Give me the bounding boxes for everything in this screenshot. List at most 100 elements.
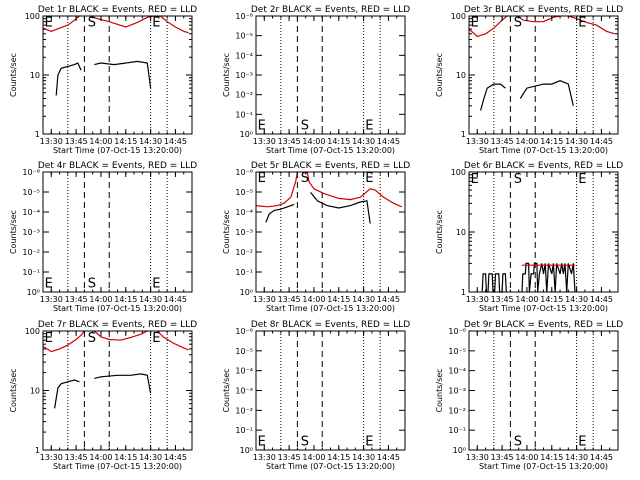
x-axis-label: Start Time (07-Oct-15 13:20:00) (53, 304, 182, 313)
x-axis-label: Start Time (07-Oct-15 13:20:00) (479, 146, 608, 155)
x-tick-label: 13:30 (466, 137, 489, 146)
y-tick-label: 10⁻¹ (22, 268, 40, 277)
x-tick-label: 13:30 (253, 295, 276, 304)
lld-series-line (42, 330, 85, 353)
x-tick-label: 13:30 (466, 453, 489, 462)
x-axis-label: Start Time (07-Oct-15 13:20:00) (479, 304, 608, 313)
y-tick-label: 10⁻⁵ (22, 188, 40, 197)
x-tick-label: 14:45 (164, 137, 187, 146)
x-axis-label: Start Time (07-Oct-15 13:20:00) (53, 146, 182, 155)
x-axis-label: Start Time (07-Oct-15 13:20:00) (479, 462, 608, 471)
y-tick-label: 10 (30, 387, 40, 396)
y-tick-label: 10⁻² (448, 406, 466, 415)
marker-e: E (578, 172, 586, 187)
x-tick-label: 14:30 (565, 453, 588, 462)
y-tick-label: 10⁰ (240, 288, 253, 297)
plot-title: Det 5r BLACK = Events, RED = LLD (251, 161, 410, 171)
y-tick-label: 10⁻³ (235, 71, 253, 80)
lld-series-line (468, 15, 508, 38)
y-tick-label: 10⁻² (235, 91, 253, 100)
x-tick-label: 13:45 (65, 295, 88, 304)
y-tick-label: 10⁻⁶ (235, 327, 253, 336)
y-axis-label: Counts/sec (435, 53, 444, 97)
y-tick-label: 100 (25, 12, 40, 21)
y-tick-label: 1 (461, 130, 466, 139)
x-tick-label: 14:30 (565, 295, 588, 304)
y-tick-label: 10⁻⁴ (235, 367, 253, 376)
marker-s: S (514, 172, 522, 187)
y-tick-label: 10⁻⁴ (448, 367, 466, 376)
x-tick-label: 14:00 (89, 137, 112, 146)
y-axis-label: Counts/sec (222, 53, 231, 97)
x-tick-label: 14:15 (114, 295, 137, 304)
x-tick-label: 13:30 (40, 453, 63, 462)
lld-series-line (516, 15, 561, 23)
x-tick-label: 14:45 (164, 453, 187, 462)
plot-det4r: Det 4r BLACK = Events, RED = LLD E S E 13:30… (9, 161, 197, 313)
plot-title: Det 8r BLACK = Events, RED = LLD (251, 320, 410, 330)
x-tick-label: 13:45 (491, 137, 514, 146)
x-tick-label: 14:45 (164, 295, 187, 304)
events-series-line (480, 83, 506, 111)
y-tick-label: 1 (461, 288, 466, 297)
y-tick-label: 10⁻⁴ (22, 208, 40, 217)
x-tick-label: 14:00 (302, 295, 325, 304)
marker-e: E (258, 434, 266, 449)
x-tick-label: 14:30 (139, 137, 162, 146)
y-tick-label: 100 (451, 168, 466, 177)
marker-s: S (514, 434, 522, 449)
y-axis-label: Counts/sec (435, 368, 444, 412)
marker-e: E (152, 276, 160, 291)
x-tick-label: 13:45 (65, 137, 88, 146)
x-tick-label: 13:45 (278, 453, 301, 462)
lld-series-line (306, 171, 402, 208)
plot-det2r: Det 2r BLACK = Events, RED = LLD E S E 13:30… (222, 5, 410, 155)
y-tick-label: 10⁻¹ (235, 268, 253, 277)
y-axis-label: Counts/sec (222, 210, 231, 254)
marker-e: E (45, 331, 53, 346)
events-series-line (519, 80, 574, 106)
lld-series-line (89, 15, 155, 28)
marker-e: E (258, 171, 266, 186)
y-tick-label: 10 (456, 228, 466, 237)
lld-series-line (93, 330, 148, 341)
marker-s: S (301, 434, 309, 449)
events-series-line (521, 262, 576, 293)
x-tick-label: 14:30 (139, 295, 162, 304)
marker-s: S (88, 16, 96, 31)
plot-det8r: Det 8r BLACK = Events, RED = LLD E S E 13:30… (222, 320, 410, 471)
plot-title: Det 3r BLACK = Events, RED = LLD (464, 5, 623, 15)
y-tick-label: 10⁻² (235, 248, 253, 257)
y-tick-label: 10⁻¹ (448, 426, 466, 435)
y-tick-label: 10⁻⁴ (235, 51, 253, 60)
x-axis-label: Start Time (07-Oct-15 13:20:00) (266, 146, 395, 155)
x-tick-label: 14:30 (352, 137, 375, 146)
plot-frame (255, 15, 406, 135)
x-tick-label: 14:00 (302, 453, 325, 462)
marker-e: E (152, 331, 160, 346)
y-axis-label: Counts/sec (9, 53, 18, 97)
marker-e: E (365, 119, 373, 134)
lld-series-line (42, 15, 80, 32)
lld-series-line (156, 330, 189, 351)
marker-e: E (365, 434, 373, 449)
x-tick-label: 14:15 (327, 453, 350, 462)
y-tick-label: 10⁰ (240, 446, 253, 455)
x-tick-label: 13:45 (278, 137, 301, 146)
y-tick-label: 10⁻⁶ (235, 12, 253, 21)
x-tick-label: 14:45 (590, 295, 613, 304)
y-tick-label: 10⁻¹ (235, 426, 253, 435)
lld-series-line (160, 15, 189, 34)
x-tick-label: 13:45 (491, 453, 514, 462)
y-tick-label: 10⁰ (453, 446, 466, 455)
marker-s: S (301, 119, 309, 134)
x-tick-label: 14:00 (515, 137, 538, 146)
plot-title: Det 7r BLACK = Events, RED = LLD (38, 320, 197, 330)
plot-title: Det 6r BLACK = Events, RED = LLD (464, 161, 623, 171)
x-tick-label: 14:30 (352, 295, 375, 304)
